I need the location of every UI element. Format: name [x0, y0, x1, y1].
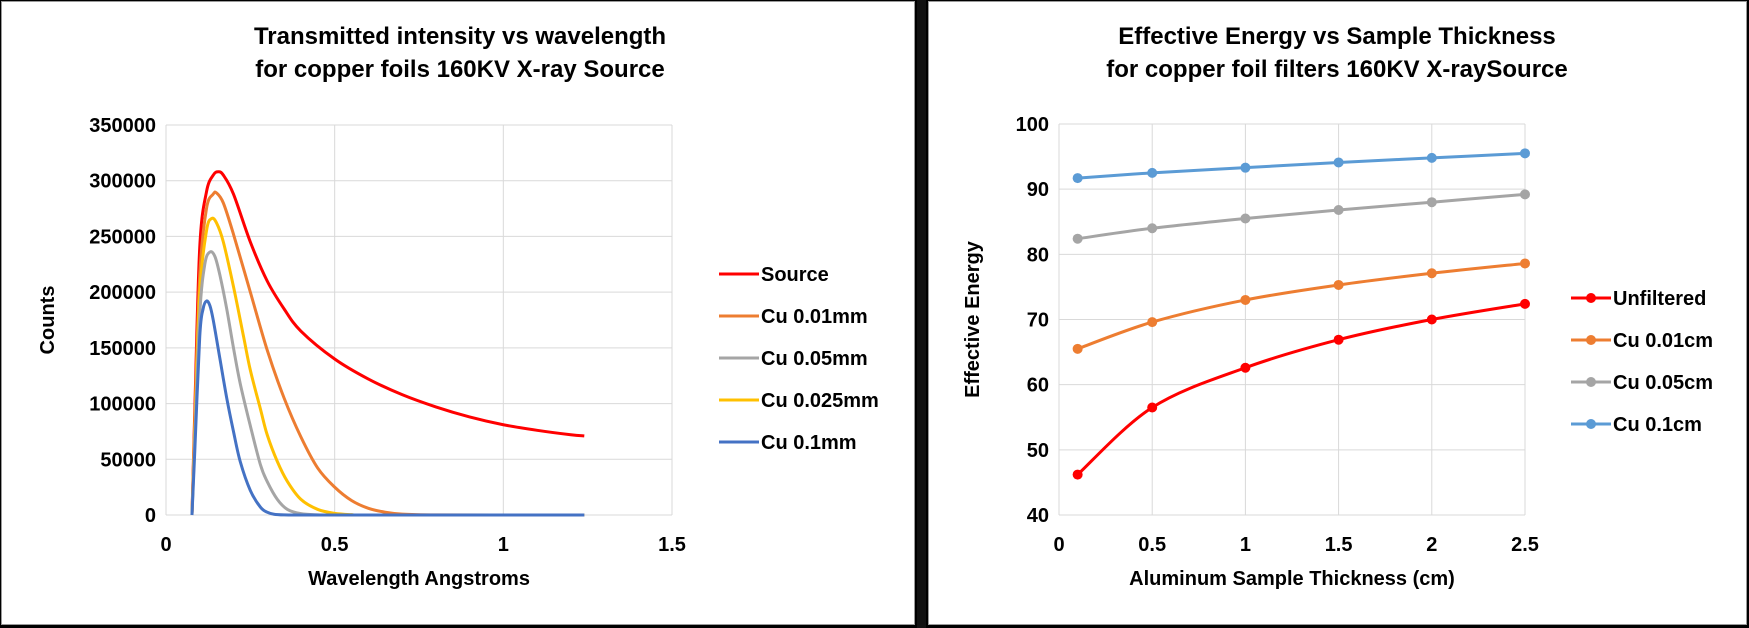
data-point — [1333, 334, 1344, 345]
gridlines — [1058, 123, 1526, 516]
x-tick-label: 1.5 — [1325, 534, 1353, 556]
y-axis-label: Counts — [37, 286, 59, 355]
series-cu-0-05cm — [1072, 189, 1530, 244]
chart-subtitle: for copper foil filters 160KV X-raySourc… — [1106, 56, 1567, 83]
data-point — [1333, 279, 1344, 290]
series-unfiltered — [1072, 298, 1530, 480]
series-line — [190, 299, 585, 517]
y-tick-label: 70 — [1027, 310, 1049, 332]
chart-panel-energy: Effective Energy vs Sample Thickness for … — [928, 1, 1747, 625]
data-point — [1333, 205, 1344, 216]
series-line — [190, 216, 585, 517]
data-point — [1072, 233, 1083, 244]
y-tick-label: 90 — [1027, 179, 1049, 201]
y-tick-label: 350000 — [89, 115, 156, 137]
series-line — [1077, 192, 1526, 241]
y-tick-label: 0 — [145, 505, 156, 527]
data-point — [1520, 258, 1530, 269]
y-tick-label: 40 — [1027, 505, 1049, 527]
data-point — [1426, 314, 1437, 325]
data-point — [1147, 167, 1158, 178]
legend-label: Cu 0.05mm — [761, 348, 868, 370]
series-cu-0-1mm — [190, 299, 585, 517]
y-tick-label: 50 — [1027, 440, 1049, 462]
x-axis-label: Aluminum Sample Thickness (cm) — [1129, 568, 1455, 590]
legend-marker — [1586, 419, 1596, 429]
chart-title: Transmitted intensity vs wavelength — [254, 23, 666, 50]
series-line — [1076, 302, 1526, 476]
energy-chart: Effective Energy vs Sample Thickness for … — [962, 23, 1713, 590]
data-point — [1240, 362, 1251, 373]
legend: Unfiltered Cu 0.01cm Cu 0.05cm Cu 0.1cm — [1571, 288, 1713, 436]
y-tick-label: 100 — [1016, 114, 1049, 136]
data-point — [1520, 189, 1530, 200]
data-point — [1072, 343, 1083, 354]
data-point — [1147, 317, 1158, 328]
series-line — [1077, 151, 1526, 180]
data-point — [1426, 197, 1437, 208]
series-source — [190, 170, 585, 516]
data-point — [1147, 402, 1158, 413]
x-tick-label: 1.5 — [658, 534, 686, 556]
data-point — [1520, 298, 1530, 309]
data-point — [1072, 469, 1083, 480]
legend-label: Cu 0.01mm — [761, 306, 868, 328]
data-point — [1426, 268, 1437, 279]
series-cu-0-025mm — [190, 216, 585, 517]
y-tick-label: 50000 — [100, 449, 156, 471]
series-line — [1077, 261, 1526, 351]
legend-marker — [1586, 377, 1596, 387]
intensity-chart: Transmitted intensity vs wavelength for c… — [37, 23, 879, 590]
y-tick-label: 300000 — [89, 171, 156, 193]
legend-label: Cu 0.1mm — [761, 432, 857, 454]
gridlines — [165, 124, 673, 516]
x-tick-label: 0.5 — [321, 534, 349, 556]
legend-label: Cu 0.025mm — [761, 390, 879, 412]
data-point — [1333, 157, 1344, 168]
data-point — [1426, 152, 1437, 163]
series-cu-0-01cm — [1072, 258, 1530, 354]
data-point — [1240, 213, 1251, 224]
data-point — [1520, 148, 1530, 159]
series-line — [190, 170, 585, 516]
y-tick-label: 60 — [1027, 375, 1049, 397]
data-point — [1072, 173, 1083, 184]
y-axis-label: Effective Energy — [962, 240, 984, 398]
x-tick-label: 0.5 — [1138, 534, 1166, 556]
legend-label: Cu 0.01cm — [1613, 330, 1713, 352]
x-axis-label: Wavelength Angstroms — [308, 568, 530, 590]
y-tick-label: 200000 — [89, 282, 156, 304]
x-tick-label: 1 — [498, 534, 509, 556]
x-tick-label: 1 — [1240, 534, 1251, 556]
chart-subtitle: for copper foils 160KV X-ray Source — [255, 56, 664, 83]
x-tick-label: 2.5 — [1511, 534, 1539, 556]
data-point — [1147, 223, 1158, 234]
data-point — [1240, 294, 1251, 305]
legend-marker — [1586, 293, 1596, 303]
x-tick-label: 0 — [1053, 534, 1064, 556]
y-tick-label: 150000 — [89, 338, 156, 360]
x-tick-label: 2 — [1426, 534, 1437, 556]
y-tick-label: 80 — [1027, 244, 1049, 266]
legend-label: Cu 0.1cm — [1613, 414, 1702, 436]
legend-label: Unfiltered — [1613, 288, 1706, 310]
panel-divider — [917, 0, 926, 628]
legend-label: Cu 0.05cm — [1613, 372, 1713, 394]
legend-label: Source — [761, 264, 829, 286]
y-tick-label: 100000 — [89, 394, 156, 416]
x-tick-label: 0 — [160, 534, 171, 556]
legend-marker — [1586, 335, 1596, 345]
legend: Source Cu 0.01mm Cu 0.05mm Cu 0.025mm Cu 0.1… — [719, 264, 879, 454]
chart-panel-intensity: Transmitted intensity vs wavelength for c… — [1, 1, 915, 625]
series-cu-0-1cm — [1072, 148, 1530, 184]
y-tick-label: 250000 — [89, 226, 156, 248]
data-point — [1240, 162, 1251, 173]
chart-title: Effective Energy vs Sample Thickness — [1118, 23, 1556, 50]
